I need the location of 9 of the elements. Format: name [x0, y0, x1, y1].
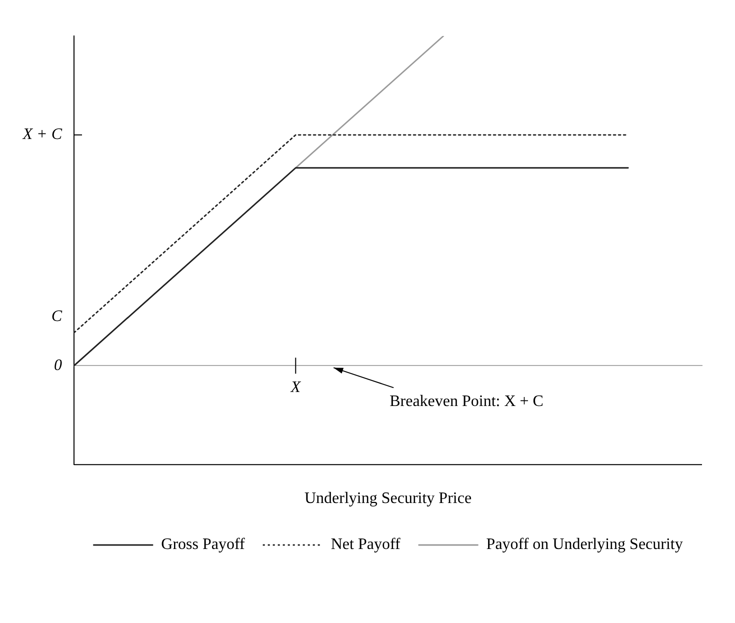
text: X + C [22, 126, 62, 144]
legend-label: Payoff on Underlying Security [486, 536, 683, 554]
text: Underlying Security Price [304, 490, 472, 507]
legend-label: Gross Payoff [161, 536, 246, 554]
text: 0 [54, 356, 62, 374]
text: Breakeven Point: X + C [390, 392, 544, 410]
legend-label: Net Payoff [330, 536, 401, 554]
text: C [51, 308, 62, 325]
text: X [290, 378, 302, 396]
